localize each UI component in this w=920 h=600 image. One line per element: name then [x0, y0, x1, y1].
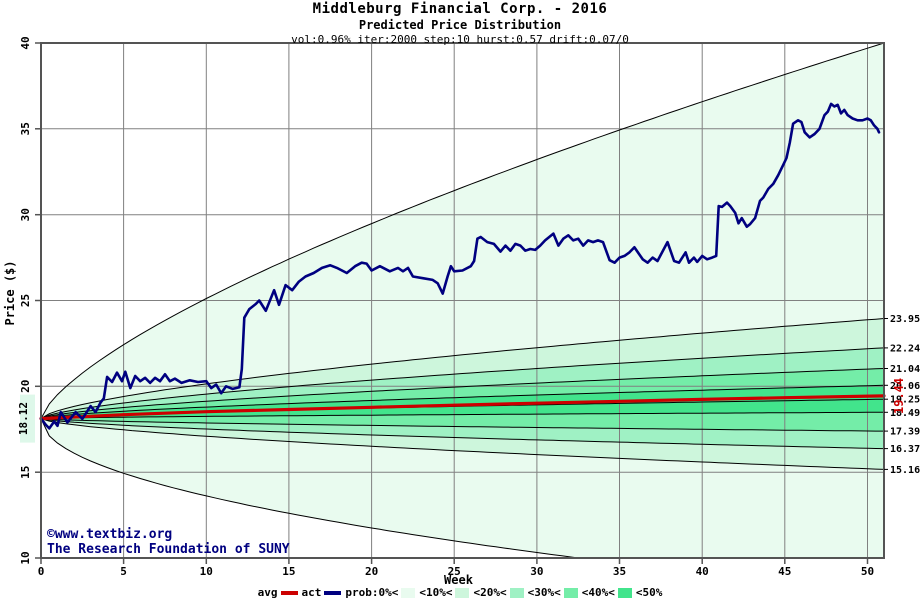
x-tick-label: 0 — [38, 565, 45, 578]
x-tick-label: 30 — [530, 565, 543, 578]
legend-line-swatch — [280, 590, 298, 595]
x-tick-label: 50 — [861, 565, 874, 578]
legend-item-40: <40%< — [582, 586, 636, 599]
legend-label: avg — [257, 586, 278, 599]
y-tick-label: 35 — [19, 122, 32, 135]
legend: avg act prob:0%< <10%< <20%< <30%< <40%< <50% — [0, 586, 920, 599]
band-value-label: 18.49 — [890, 408, 920, 419]
y-tick-label: 15 — [19, 466, 32, 479]
x-tick-label: 45 — [778, 565, 791, 578]
legend-item-act: act — [302, 586, 346, 599]
legend-item-50: <50% — [636, 586, 663, 599]
y-tick-label: 40 — [19, 36, 32, 49]
band-value-label: 16.37 — [890, 444, 920, 455]
legend-label: <30%< — [527, 586, 561, 599]
x-tick-label: 20 — [365, 565, 378, 578]
legend-label: prob:0%< — [345, 586, 399, 599]
band-value-label: 21.04 — [890, 364, 920, 375]
band-value-label: 20.06 — [890, 381, 920, 392]
legend-color-swatch — [563, 587, 578, 598]
legend-label: <50% — [635, 586, 663, 599]
band-value-label: 23.95 — [890, 314, 920, 325]
x-tick-label: 40 — [696, 565, 709, 578]
band-value-label: 19.25 — [890, 395, 920, 406]
legend-item-10: <10%< — [419, 586, 473, 599]
x-tick-label: 15 — [282, 565, 295, 578]
band-value-label: 17.39 — [890, 427, 920, 438]
legend-line-swatch — [324, 590, 342, 595]
band-boundaries — [40, 42, 885, 559]
x-tick-label: 10 — [200, 565, 213, 578]
legend-label: <10%< — [419, 586, 453, 599]
legend-color-swatch — [617, 587, 632, 598]
x-axis-title: Week — [444, 573, 474, 587]
legend-color-swatch — [455, 587, 470, 598]
y-tick-label: 20 — [19, 380, 32, 393]
y-tick-label: 10 — [19, 551, 32, 564]
x-tick-label: 5 — [120, 565, 127, 578]
legend-color-swatch — [401, 587, 416, 598]
y-axis-ticks: 10 15 20 25 30 35 40 — [19, 36, 41, 565]
act-line — [39, 102, 881, 430]
chart-parameters: vol:0.96% iter:2000 step:10 hurst:0.57 d… — [291, 33, 629, 46]
chart-subtitle: Predicted Price Distribution — [358, 18, 562, 32]
y-tick-label: 25 — [19, 294, 32, 307]
x-axis-ticks: 0 5 10 15 20 25 30 35 40 45 50 — [38, 558, 874, 578]
watermark-org: The Research Foundation of SUNY — [47, 542, 290, 557]
right-value-labels: 23.95 22.24 21.04 20.06 19.25 18.49 17.39 16.37… — [884, 314, 920, 476]
start-price-label: 18.12 — [17, 394, 35, 443]
legend-label: <40%< — [581, 586, 615, 599]
legend-item-30: <30%< — [528, 586, 582, 599]
svg-text:18.12: 18.12 — [17, 402, 30, 435]
legend-label: act — [301, 586, 322, 599]
y-tick-label: 30 — [19, 208, 32, 221]
x-tick-label: 25 — [448, 565, 461, 578]
watermark-url: ©www.textbiz.org — [47, 527, 173, 542]
legend-label: <20%< — [473, 586, 507, 599]
x-tick-label: 35 — [613, 565, 626, 578]
legend-color-swatch — [509, 587, 524, 598]
band-value-label: 15.16 — [890, 465, 920, 476]
legend-item-avg: avg — [258, 586, 302, 599]
band-value-label: 22.24 — [890, 343, 920, 354]
title-block: Middleburg Financial Corp. - 2016 Predic… — [0, 1, 920, 46]
watermark: ©www.textbiz.org The Research Foundation… — [47, 527, 290, 557]
y-axis-title: Price ($) — [3, 260, 17, 325]
chart-title: Middleburg Financial Corp. - 2016 — [312, 1, 608, 17]
legend-item-prob0: prob:0%< — [345, 586, 419, 599]
avg-line — [39, 394, 886, 421]
legend-item-20: <20%< — [473, 586, 527, 599]
avg-end-label: 19.44 — [892, 378, 906, 414]
